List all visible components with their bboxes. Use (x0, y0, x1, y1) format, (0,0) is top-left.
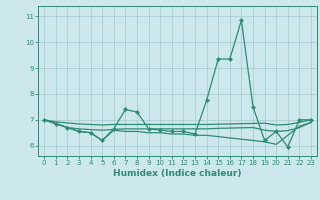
X-axis label: Humidex (Indice chaleur): Humidex (Indice chaleur) (113, 169, 242, 178)
